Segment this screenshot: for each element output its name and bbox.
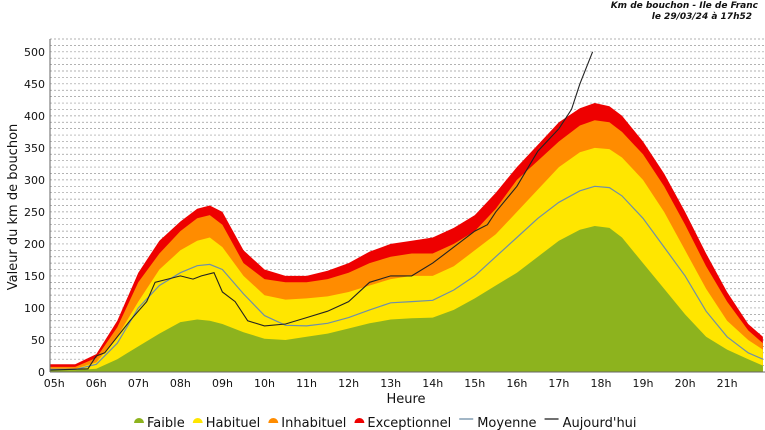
y-tick-label: 100 (24, 302, 45, 315)
legend-item-habituel: Habituel (192, 416, 261, 430)
legend-item-moyenne: Moyenne (459, 416, 537, 430)
x-tick-label: 18h (590, 377, 611, 390)
x-tick-label: 19h (633, 377, 654, 390)
x-tick-label: 09h (212, 377, 233, 390)
y-tick-label: 200 (24, 238, 45, 251)
x-tick-label: 21h (717, 377, 738, 390)
x-tick-label: 12h (338, 377, 359, 390)
legend-label: Aujourd'hui (563, 416, 637, 430)
x-tick-label: 05h (44, 377, 65, 390)
y-axis-label: Valeur du km de bouchon (6, 124, 21, 291)
areas (50, 103, 763, 372)
y-tick-label: 450 (24, 78, 45, 91)
series-faible-area (50, 226, 763, 372)
legend-label: Faible (147, 416, 185, 430)
lines (49, 51, 764, 371)
x-tick-label: 08h (170, 377, 191, 390)
x-tick-label: 14h (422, 377, 443, 390)
legend-swatch-icon (354, 418, 365, 423)
x-tick-label: 15h (464, 377, 485, 390)
legend-swatch-icon (192, 418, 203, 423)
chart-subtitle: le 29/03/24 à 17h52 (652, 12, 752, 22)
x-tick-label: 13h (380, 377, 401, 390)
series-aujourdhui-line (49, 51, 594, 371)
x-tick-label: 06h (86, 377, 107, 390)
y-tick-label: 50 (31, 334, 45, 347)
legend-item-exceptionnel: Exceptionnel (354, 416, 451, 430)
legend-item-aujourdhui: Aujourd'hui (544, 416, 637, 430)
chart-title: Km de bouchon - Ile de Franc (611, 1, 759, 11)
y-tick-label: 250 (24, 206, 45, 219)
legend-item-inhabituel: Inhabituel (268, 416, 346, 430)
x-axis-label: Heure (386, 392, 425, 407)
legend-label: Inhabituel (281, 416, 346, 430)
y-tick-label: 300 (24, 174, 45, 187)
x-tick-label: 10h (254, 377, 275, 390)
y-tick-label: 0 (38, 366, 45, 379)
x-tick-label: 07h (128, 377, 149, 390)
y-tick-label: 400 (24, 110, 45, 123)
x-tick-label: 11h (296, 377, 317, 390)
legend-item-faible: Faible (134, 416, 185, 430)
y-tick-label: 500 (24, 46, 45, 59)
x-tick-label: 20h (675, 377, 696, 390)
axes: 0 50 100 150 200 250 300 350 400 450 500 05h 06h 07h 0… (24, 39, 765, 390)
legend-label: Habituel (206, 416, 261, 430)
legend-swatch-icon (134, 418, 144, 423)
series-moyenne-line (50, 185, 764, 370)
legend: Faible Habituel Inhabituel Exceptionnel Moye… (134, 416, 637, 430)
legend-label: Moyenne (477, 416, 536, 430)
y-tick-label: 350 (24, 142, 45, 155)
x-tick-label: 16h (506, 377, 527, 390)
x-tick-label: 17h (548, 377, 569, 390)
y-tick-label: 150 (24, 270, 45, 283)
legend-swatch-icon (268, 418, 279, 423)
legend-label: Exceptionnel (367, 416, 451, 430)
